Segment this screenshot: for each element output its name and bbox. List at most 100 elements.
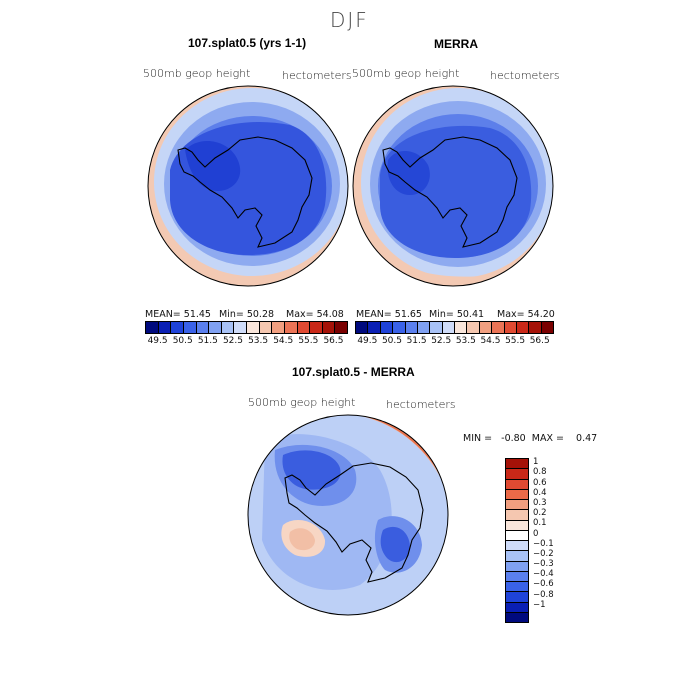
colorbar-swatch	[209, 322, 222, 333]
panel2-max: Max= 54.20	[497, 309, 555, 320]
colorbar-tick-label: −0.3	[533, 559, 554, 570]
colorbar-swatch	[506, 541, 528, 552]
panel1-units-label: hectometers	[282, 69, 352, 82]
colorbar-swatch	[516, 322, 530, 333]
colorbar-swatch	[146, 322, 159, 333]
panel1-mean: MEAN= 51.45	[145, 309, 211, 320]
panel1-title: 107.splat0.5 (yrs 1-1)	[188, 36, 307, 50]
colorbar-swatch	[380, 322, 394, 333]
colorbar-tick-label: −0.8	[533, 589, 554, 600]
colorbar-tick-label: 53.5	[455, 336, 476, 346]
panel2-contour-core	[387, 150, 430, 195]
panel2-colorbar	[355, 321, 554, 334]
colorbar-tick-label: 51.5	[406, 336, 427, 346]
figure-title: DJF	[330, 8, 369, 32]
colorbar-tick-label: 56.5	[323, 336, 344, 346]
colorbar-tick-label: −1	[533, 599, 546, 610]
colorbar-tick-label: 0	[533, 528, 539, 539]
colorbar-tick-label: −0.4	[533, 569, 554, 580]
colorbar-tick-label: 50.5	[381, 336, 402, 346]
colorbar-swatch	[158, 322, 172, 333]
colorbar-tick-label: 1	[533, 457, 539, 468]
colorbar-swatch	[506, 459, 528, 470]
panel1-min: Min= 50.28	[219, 309, 275, 320]
panel3-title: 107.splat0.5 - MERRA	[292, 365, 415, 379]
colorbar-swatch	[234, 322, 247, 333]
colorbar-swatch	[405, 322, 418, 333]
panel2-coastline	[382, 136, 518, 248]
colorbar-tick-label: 0.8	[533, 467, 547, 478]
colorbar-tick-label: −0.6	[533, 579, 554, 590]
colorbar-swatch	[506, 530, 528, 541]
colorbar-swatch	[506, 582, 528, 593]
panel1-max: Max= 54.08	[286, 309, 344, 320]
colorbar-swatch	[479, 322, 493, 333]
colorbar-swatch	[368, 322, 381, 333]
colorbar-tick-label: 56.5	[529, 336, 550, 346]
colorbar-swatch	[506, 500, 528, 511]
colorbar-swatch	[272, 322, 285, 333]
panel3-contour-warm-patch-core	[289, 528, 315, 551]
colorbar-tick-label: −0.2	[533, 548, 554, 559]
panel3-variable-label: 500mb geop height	[248, 396, 356, 409]
panel2-min: Min= 50.41	[429, 309, 485, 320]
colorbar-tick-label: 54.5	[273, 336, 294, 346]
colorbar-swatch	[506, 592, 528, 603]
panel2-units-label: hectometers	[490, 69, 560, 82]
colorbar-swatch	[259, 322, 273, 333]
colorbar-swatch	[506, 469, 528, 480]
colorbar-swatch	[504, 322, 517, 333]
panel2-title: MERRA	[434, 37, 478, 51]
colorbar-swatch	[506, 520, 528, 531]
colorbar-tick-label: 0.2	[533, 508, 547, 519]
panel1-colorbar	[145, 321, 348, 334]
panel3-units-label: hectometers	[386, 398, 456, 411]
colorbar-swatch	[335, 322, 347, 333]
panel2-variable-label: 500mb geop height	[352, 67, 460, 80]
colorbar-swatch	[221, 322, 235, 333]
colorbar-swatch	[430, 322, 443, 333]
panel3-minmax: MIN = -0.80 MAX = 0.47	[463, 433, 598, 444]
colorbar-swatch	[506, 602, 528, 613]
colorbar-swatch	[356, 322, 369, 333]
colorbar-tick-label: 0.6	[533, 477, 547, 488]
colorbar-swatch	[541, 322, 553, 333]
colorbar-swatch	[297, 322, 311, 333]
colorbar-swatch	[506, 489, 528, 500]
colorbar-swatch	[196, 322, 210, 333]
colorbar-swatch	[183, 322, 197, 333]
colorbar-tick-label: 55.5	[505, 336, 526, 346]
colorbar-swatch	[506, 571, 528, 582]
panel3-colorbar	[505, 458, 529, 623]
colorbar-tick-label: 0.3	[533, 497, 547, 508]
colorbar-swatch	[506, 510, 528, 521]
panel2-mean: MEAN= 51.65	[356, 309, 422, 320]
panel1-contour-core	[185, 140, 241, 191]
colorbar-tick-label: 49.5	[357, 336, 378, 346]
colorbar-swatch	[393, 322, 406, 333]
colorbar-swatch	[506, 612, 528, 622]
colorbar-tick-label: 51.5	[197, 336, 218, 346]
colorbar-swatch	[455, 322, 468, 333]
colorbar-tick-label: 52.5	[222, 336, 243, 346]
colorbar-tick-label: 55.5	[298, 336, 319, 346]
colorbar-tick-label: 0.1	[533, 518, 547, 529]
colorbar-tick-label: 50.5	[172, 336, 193, 346]
panel1-coastline	[177, 136, 313, 248]
panel3-contour-blue-dark-east	[380, 526, 410, 563]
colorbar-swatch	[171, 322, 184, 333]
panel3-coastline	[284, 462, 424, 583]
colorbar-tick-label: 0.4	[533, 487, 547, 498]
colorbar-swatch	[529, 322, 542, 333]
colorbar-swatch	[506, 561, 528, 572]
panel1-variable-label: 500mb geop height	[143, 67, 251, 80]
colorbar-swatch	[506, 551, 528, 562]
colorbar-swatch	[247, 322, 260, 333]
colorbar-swatch	[417, 322, 431, 333]
panel3-contour-blue-dark	[282, 450, 341, 490]
colorbar-tick-label: 54.5	[480, 336, 501, 346]
